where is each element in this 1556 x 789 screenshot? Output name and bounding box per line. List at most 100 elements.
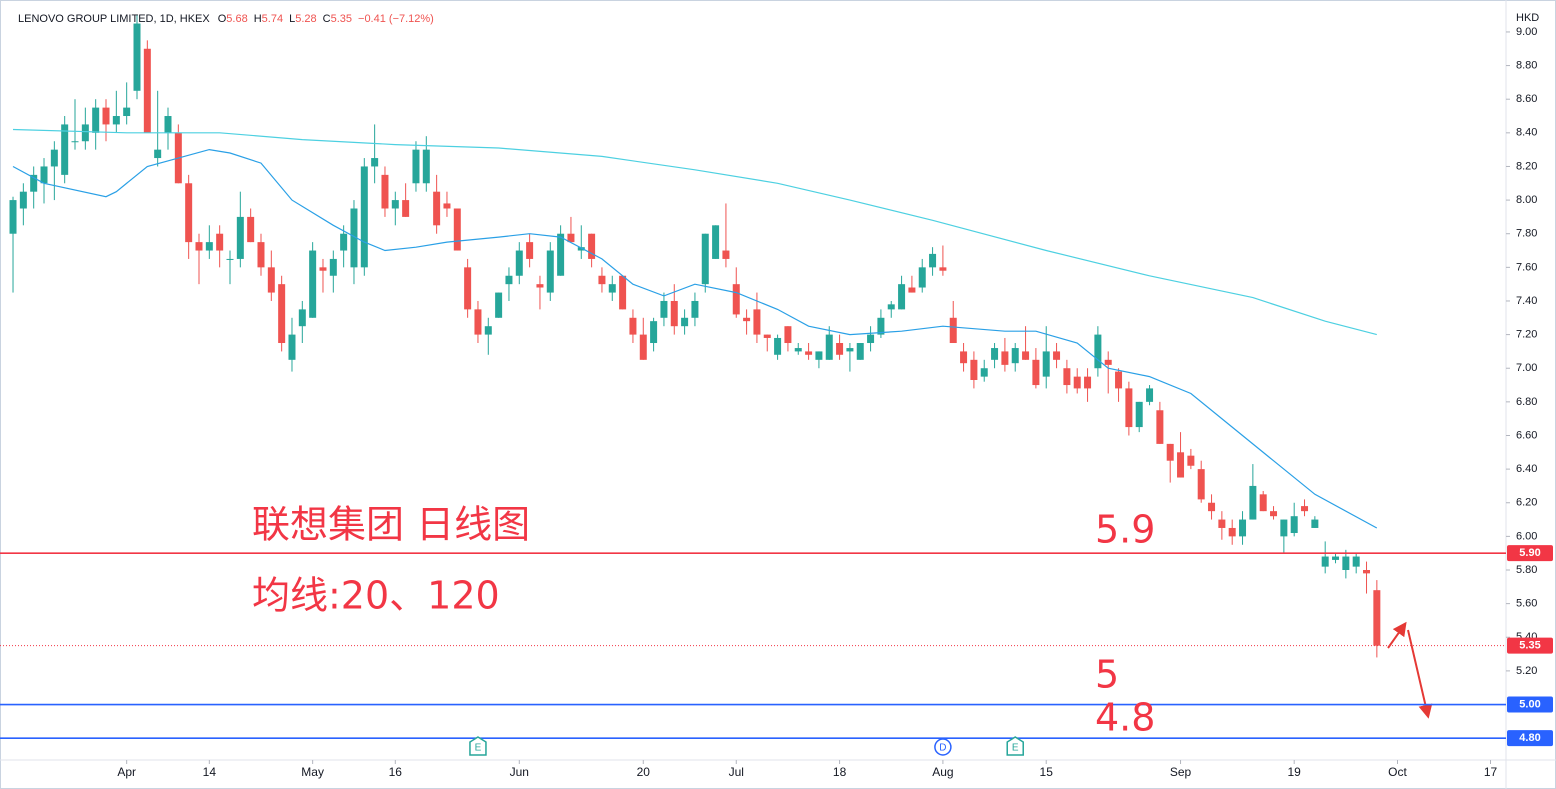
- x-tick-label: Aug: [932, 765, 953, 779]
- candle-body: [288, 334, 296, 360]
- candle-body: [577, 247, 585, 251]
- candle-body: [30, 174, 38, 192]
- y-tick-label: 9.00: [1516, 26, 1537, 38]
- candle-body: [1001, 351, 1009, 365]
- candle-body: [102, 107, 110, 125]
- candle-body: [691, 300, 699, 318]
- x-tick-label: 19: [1288, 765, 1302, 779]
- annotation: 5: [1095, 653, 1119, 697]
- candle-body: [1373, 590, 1381, 646]
- price-level-box: [1507, 696, 1553, 713]
- candle-body: [660, 300, 668, 318]
- y-tick-label: 6.00: [1516, 530, 1537, 542]
- candle-body: [805, 351, 813, 355]
- y-tick-label: 7.00: [1516, 362, 1537, 374]
- candle-body: [112, 116, 120, 125]
- candle-body: [536, 284, 544, 288]
- candle-body: [1053, 351, 1061, 360]
- candle-body: [40, 166, 48, 184]
- candle-body: [381, 174, 389, 209]
- x-tick-label: 16: [389, 765, 403, 779]
- candle-body: [71, 141, 79, 143]
- candle-body: [1239, 519, 1247, 537]
- candle-body: [598, 275, 606, 285]
- candle-body: [1311, 519, 1319, 528]
- candle-body: [712, 225, 720, 259]
- x-tick-label: Oct: [1388, 765, 1407, 779]
- x-tick-label: May: [301, 765, 324, 779]
- candle-body: [1259, 494, 1267, 512]
- candle-body: [856, 343, 864, 360]
- y-tick-label: 6.80: [1516, 396, 1537, 408]
- candle-body: [639, 334, 647, 360]
- candle-body: [92, 107, 100, 133]
- candle-body: [784, 326, 792, 344]
- y-tick-label: 6.20: [1516, 497, 1537, 509]
- candle-body: [484, 326, 492, 335]
- event-marker: [1006, 736, 1024, 756]
- candle-body: [629, 317, 637, 335]
- candle-body: [794, 348, 802, 352]
- candle-body: [701, 233, 709, 285]
- candle-body: [949, 317, 957, 344]
- candle-body: [743, 317, 751, 322]
- candle-body: [340, 233, 348, 251]
- candle-body: [546, 250, 554, 293]
- annotation: 4.8: [1095, 696, 1155, 740]
- ohlc-value: 5.68: [226, 13, 247, 25]
- candle-body: [526, 242, 534, 259]
- y-tick-label: 8.60: [1516, 93, 1537, 105]
- candle-body: [81, 124, 89, 142]
- candle-body: [453, 208, 461, 251]
- candle-body: [1290, 516, 1298, 534]
- y-tick-label: 6.40: [1516, 463, 1537, 475]
- currency: HKD: [1516, 12, 1539, 24]
- candle-body: [1115, 371, 1123, 389]
- candle-body: [143, 48, 151, 133]
- candle-body: [650, 321, 658, 344]
- x-tick-label: 15: [1040, 765, 1054, 779]
- candle-body: [1197, 469, 1205, 500]
- candle-body: [1208, 502, 1216, 512]
- ohlc-key: L: [289, 13, 295, 25]
- candle-body: [422, 149, 430, 184]
- y-tick-label: 5.60: [1516, 598, 1537, 610]
- candle-body: [557, 233, 565, 276]
- candle-body: [412, 149, 420, 184]
- price-level-label: 5.35: [1519, 640, 1540, 652]
- candle-body: [443, 203, 451, 209]
- candle-body: [825, 334, 833, 360]
- candle-body: [1177, 452, 1185, 478]
- y-tick-label: 6.60: [1516, 429, 1537, 441]
- candle-body: [9, 200, 17, 234]
- candle-body: [1249, 485, 1257, 520]
- candle-body: [887, 304, 895, 310]
- candle-body: [1218, 519, 1226, 528]
- candle-body: [329, 258, 337, 276]
- candle-body: [50, 149, 58, 167]
- ohlc-value: 5.35: [331, 13, 352, 25]
- candle-body: [619, 275, 627, 310]
- ohlc-key: H: [254, 13, 262, 25]
- candle-body: [371, 158, 379, 167]
- x-tick-label: Jun: [510, 765, 529, 779]
- candle-body: [1342, 556, 1350, 570]
- candle-body: [1032, 359, 1040, 386]
- candle-body: [464, 267, 472, 310]
- header: LENOVO GROUP LIMITED, 1D, HKEX O5.68 H5.74…: [18, 13, 434, 25]
- candle-body: [836, 343, 844, 355]
- event-marker: [469, 736, 487, 756]
- candle-body: [991, 348, 999, 360]
- x-tick-label: 18: [833, 765, 847, 779]
- candle-body: [1166, 443, 1174, 461]
- candle-body: [247, 216, 255, 243]
- x-tick-label: Jul: [729, 765, 744, 779]
- candle-body: [309, 250, 317, 318]
- candle-body: [1363, 570, 1371, 574]
- candle-body: [505, 275, 513, 285]
- candle-body: [1301, 506, 1309, 512]
- candle-body: [185, 183, 193, 243]
- ohlc-key: C: [323, 13, 331, 25]
- x-tick-label: 20: [637, 765, 651, 779]
- event-label: D: [939, 743, 946, 754]
